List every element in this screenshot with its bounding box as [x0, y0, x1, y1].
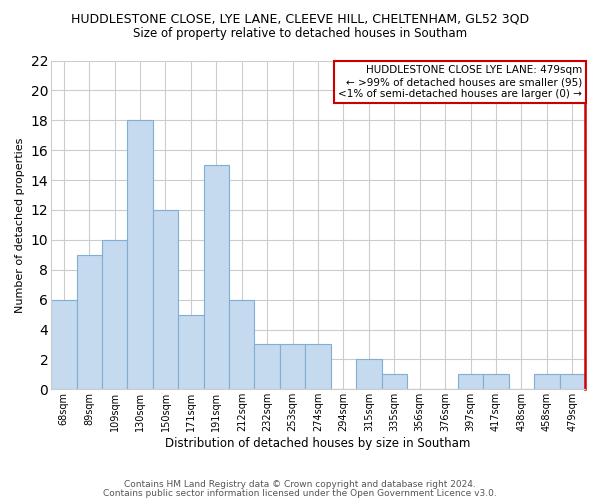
Bar	[203, 165, 229, 390]
Bar	[51, 300, 77, 390]
Bar	[254, 344, 280, 390]
Bar	[229, 300, 254, 390]
X-axis label: Distribution of detached houses by size in Southam: Distribution of detached houses by size …	[166, 437, 471, 450]
Text: HUDDLESTONE CLOSE, LYE LANE, CLEEVE HILL, CHELTENHAM, GL52 3QD: HUDDLESTONE CLOSE, LYE LANE, CLEEVE HILL…	[71, 12, 529, 26]
Bar	[356, 360, 382, 390]
Bar	[102, 240, 127, 390]
Bar	[280, 344, 305, 390]
Bar	[77, 255, 102, 390]
Bar	[484, 374, 509, 390]
Y-axis label: Number of detached properties: Number of detached properties	[15, 137, 25, 312]
Text: HUDDLESTONE CLOSE LYE LANE: 479sqm
← >99% of detached houses are smaller (95)
<1: HUDDLESTONE CLOSE LYE LANE: 479sqm ← >99…	[338, 66, 583, 98]
Text: Contains public sector information licensed under the Open Government Licence v3: Contains public sector information licen…	[103, 489, 497, 498]
Text: Contains HM Land Registry data © Crown copyright and database right 2024.: Contains HM Land Registry data © Crown c…	[124, 480, 476, 489]
Text: Size of property relative to detached houses in Southam: Size of property relative to detached ho…	[133, 28, 467, 40]
Bar	[382, 374, 407, 390]
Bar	[534, 374, 560, 390]
Bar	[458, 374, 484, 390]
Bar	[153, 210, 178, 390]
Bar	[560, 374, 585, 390]
Bar	[127, 120, 153, 390]
Bar	[178, 314, 203, 390]
Bar	[305, 344, 331, 390]
